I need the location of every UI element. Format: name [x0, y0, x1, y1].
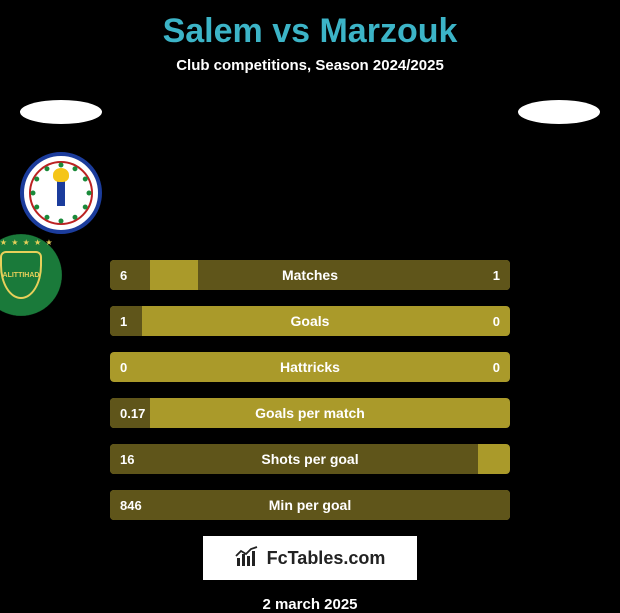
date-label: 2 march 2025 — [0, 596, 620, 613]
stat-row: 1Goals0 — [110, 306, 510, 336]
stat-row: 6Matches1 — [110, 260, 510, 290]
page-title: Salem vs Marzouk — [0, 0, 620, 51]
stat-value-right: 0 — [493, 314, 500, 329]
shield-text: ALITTIHAD — [3, 272, 40, 279]
brand-box[interactable]: FcTables.com — [203, 536, 417, 580]
comparison-area: ★ ★ ★ ★ ★ ★ ALITTIHAD 6Matches11Goals00H… — [0, 96, 620, 520]
stat-value-right: 1 — [493, 268, 500, 283]
club-badge-right: ★ ★ ★ ★ ★ ★ ALITTIHAD — [0, 234, 62, 316]
stat-value-right: 0 — [493, 360, 500, 375]
stat-label: Shots per goal — [110, 451, 510, 467]
stat-label: Hattricks — [110, 359, 510, 375]
chart-icon — [235, 548, 261, 568]
stat-label: Min per goal — [110, 497, 510, 513]
stat-row: 846Min per goal — [110, 490, 510, 520]
player-halo-left — [20, 100, 102, 124]
stat-row: 0Hattricks0 — [110, 352, 510, 382]
player-halo-right — [518, 100, 600, 124]
shield-icon: ALITTIHAD — [0, 251, 42, 299]
stat-label: Goals — [110, 313, 510, 329]
stat-row: 0.17Goals per match — [110, 398, 510, 428]
stats-bars: 6Matches11Goals00Hattricks00.17Goals per… — [110, 260, 510, 520]
stars-icon: ★ ★ ★ ★ ★ ★ — [0, 238, 62, 247]
stat-row: 16Shots per goal — [110, 444, 510, 474]
brand-label: FcTables.com — [267, 548, 386, 569]
subtitle: Club competitions, Season 2024/2025 — [0, 57, 620, 74]
torch-icon — [57, 180, 65, 206]
club-badge-left — [20, 152, 102, 234]
stat-label: Goals per match — [110, 405, 510, 421]
stat-label: Matches — [110, 267, 510, 283]
